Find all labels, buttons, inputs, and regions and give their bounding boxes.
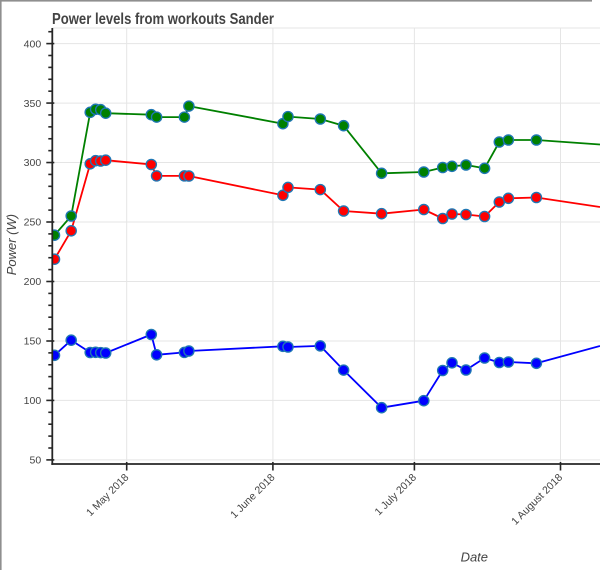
svg-text:Power levels from workouts San: Power levels from workouts Sander — [52, 11, 274, 28]
svg-text:50: 50 — [30, 455, 42, 467]
svg-text:150: 150 — [24, 336, 42, 348]
svg-text:Date: Date — [461, 550, 488, 565]
svg-text:300: 300 — [24, 157, 42, 169]
svg-text:350: 350 — [24, 98, 42, 110]
svg-text:400: 400 — [24, 38, 42, 50]
svg-text:250: 250 — [24, 217, 42, 229]
svg-text:200: 200 — [24, 276, 42, 288]
svg-text:100: 100 — [24, 395, 42, 407]
svg-text:Power (W): Power (W) — [4, 214, 19, 275]
